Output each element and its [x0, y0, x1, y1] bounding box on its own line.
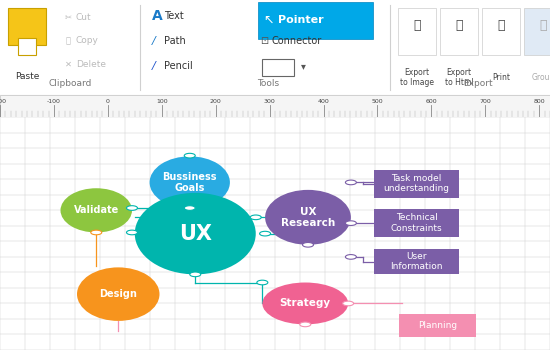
Circle shape — [184, 206, 195, 210]
Text: -100: -100 — [47, 99, 61, 104]
Circle shape — [345, 254, 356, 259]
Text: A: A — [152, 9, 163, 23]
Circle shape — [345, 180, 356, 185]
Text: Text: Text — [164, 11, 184, 21]
Text: 📄: 📄 — [455, 19, 463, 32]
Text: ✂: ✂ — [64, 13, 72, 21]
Text: Export
to Html: Export to Html — [445, 68, 474, 87]
Text: Cut: Cut — [76, 13, 92, 21]
Text: Planning: Planning — [417, 321, 457, 330]
Text: 🖼: 🖼 — [413, 19, 421, 32]
Text: Validate: Validate — [74, 205, 119, 215]
Circle shape — [300, 322, 311, 327]
Text: Group: Group — [531, 73, 550, 82]
FancyBboxPatch shape — [398, 8, 436, 55]
Text: Pencil: Pencil — [164, 61, 192, 71]
Text: UX: UX — [179, 224, 212, 244]
Text: Print: Print — [492, 73, 510, 82]
Text: Technical
Constraints: Technical Constraints — [391, 214, 442, 233]
FancyBboxPatch shape — [482, 8, 520, 55]
Text: 100: 100 — [156, 99, 168, 104]
Circle shape — [126, 206, 138, 210]
Text: Paste: Paste — [15, 72, 39, 81]
Text: ⊡: ⊡ — [260, 36, 268, 46]
Circle shape — [302, 243, 313, 247]
Circle shape — [126, 230, 138, 235]
Text: ⧉: ⧉ — [65, 36, 70, 45]
FancyBboxPatch shape — [374, 249, 459, 274]
FancyBboxPatch shape — [524, 8, 550, 55]
Text: /: / — [152, 36, 156, 46]
FancyBboxPatch shape — [374, 170, 459, 197]
Circle shape — [250, 215, 261, 220]
Ellipse shape — [135, 193, 256, 274]
Circle shape — [343, 301, 354, 306]
Circle shape — [184, 153, 195, 158]
FancyBboxPatch shape — [374, 209, 459, 237]
Text: ↖: ↖ — [263, 13, 273, 26]
Circle shape — [257, 280, 268, 285]
Text: Path: Path — [164, 36, 186, 46]
FancyBboxPatch shape — [258, 2, 373, 39]
Text: ▾: ▾ — [300, 61, 305, 71]
Circle shape — [260, 231, 271, 236]
Ellipse shape — [60, 188, 132, 232]
Text: User
Information: User Information — [390, 252, 443, 271]
Text: /: / — [152, 61, 156, 71]
Text: Export: Export — [463, 79, 493, 88]
Text: Tools: Tools — [257, 79, 279, 88]
Text: 800: 800 — [534, 99, 545, 104]
Text: 700: 700 — [480, 99, 491, 104]
Text: Bussiness
Goals: Bussiness Goals — [162, 172, 217, 193]
Circle shape — [91, 230, 102, 235]
Text: UX
Research: UX Research — [281, 206, 335, 228]
Text: Strategy: Strategy — [280, 299, 331, 308]
Circle shape — [345, 221, 356, 225]
Text: Pointer: Pointer — [278, 15, 323, 25]
Text: Clipboard: Clipboard — [48, 79, 92, 88]
Text: 400: 400 — [318, 99, 329, 104]
Text: 600: 600 — [426, 99, 437, 104]
Text: Delete: Delete — [76, 60, 106, 69]
Text: 300: 300 — [264, 99, 276, 104]
FancyBboxPatch shape — [440, 8, 478, 55]
Ellipse shape — [150, 156, 230, 209]
Text: Export
to Image: Export to Image — [400, 68, 434, 87]
Text: 200: 200 — [210, 99, 222, 104]
Ellipse shape — [77, 267, 160, 321]
Text: Connector: Connector — [272, 36, 322, 46]
Text: ✕: ✕ — [64, 60, 72, 69]
Ellipse shape — [262, 282, 348, 324]
Text: 0: 0 — [106, 99, 110, 104]
FancyBboxPatch shape — [18, 38, 36, 55]
Text: 500: 500 — [372, 99, 383, 104]
Ellipse shape — [265, 190, 351, 245]
Circle shape — [190, 272, 201, 277]
FancyBboxPatch shape — [8, 8, 46, 46]
Text: Design: Design — [100, 289, 137, 299]
Text: -200: -200 — [0, 99, 7, 104]
Text: Task model
understanding: Task model understanding — [384, 174, 450, 193]
FancyBboxPatch shape — [399, 314, 476, 337]
Text: 🔷: 🔷 — [539, 19, 547, 32]
Text: Copy: Copy — [76, 36, 99, 45]
Text: 🖨: 🖨 — [497, 19, 505, 32]
